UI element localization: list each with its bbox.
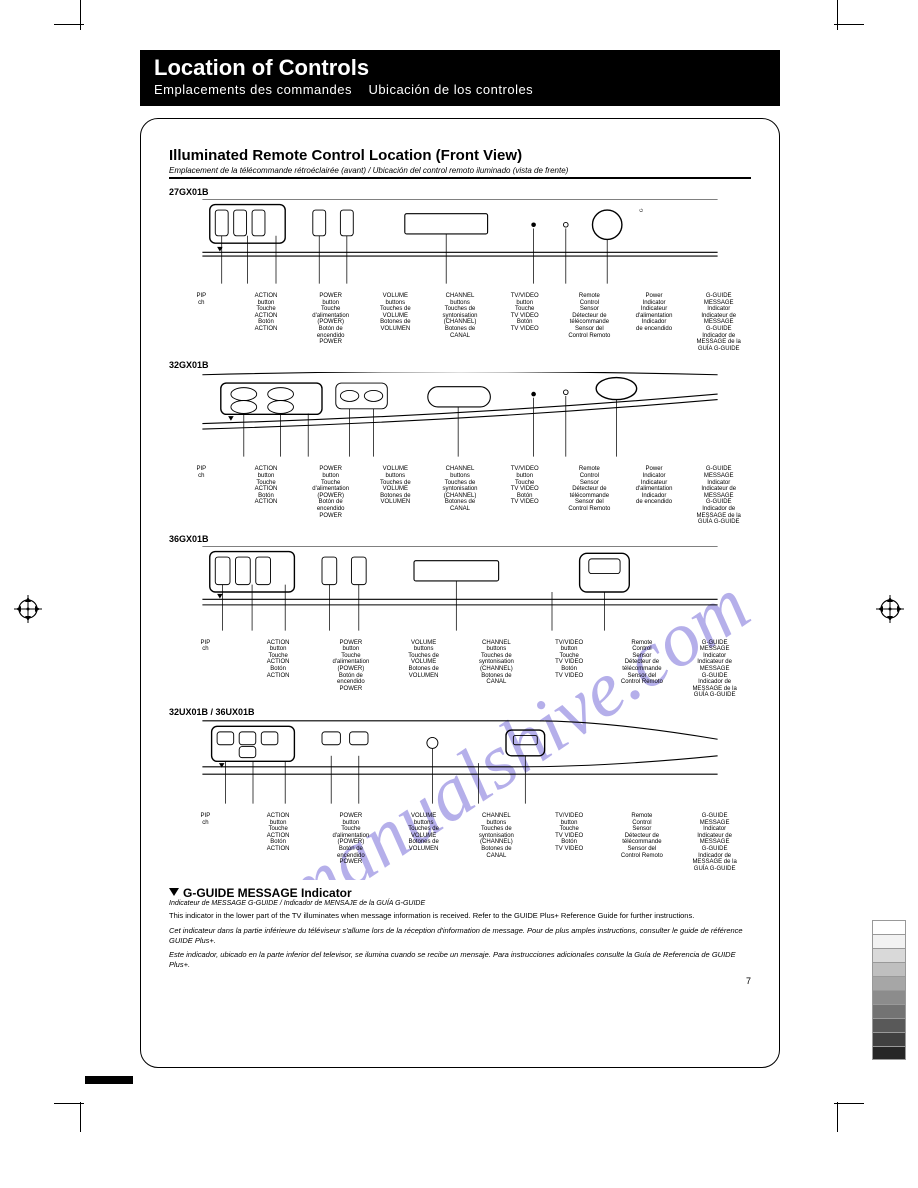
label-powerind: PowerIndicatorIndicateurd'alimentationIn… — [622, 293, 687, 352]
model-d-label: 32UX01B / 36UX01B — [169, 707, 751, 717]
label-pip: PIPch — [169, 293, 234, 352]
gguide-p3: Este indicador, ubicado en la parte infe… — [169, 950, 751, 970]
model-b-label: 32GX01B — [169, 360, 751, 370]
grayscale-swatch-strip — [872, 920, 906, 1060]
labels-row-c: PIPch ACTIONbuttonToucheACTIONBotónACTIO… — [169, 640, 751, 699]
triangle-icon — [169, 888, 179, 896]
crop-mark — [834, 1103, 864, 1104]
svg-text:⏻: ⏻ — [639, 208, 643, 213]
gguide-p1: This indicator in the lower part of the … — [169, 911, 751, 921]
panel-diagram-c — [169, 546, 751, 638]
label-channel: CHANNELbuttonsTouches desyntonisation(CH… — [428, 293, 493, 352]
crop-mark — [837, 0, 838, 30]
header-subtitle: Emplacements des commandes Ubicación de … — [154, 82, 766, 97]
gguide-section: G-GUIDE MESSAGE Indicator Indicateur de … — [169, 886, 751, 970]
page-number: 7 — [169, 976, 751, 986]
crop-mark — [837, 1102, 838, 1132]
page-header: Location of Controls Emplacements des co… — [140, 50, 780, 106]
gguide-title: G-GUIDE MESSAGE Indicator — [183, 886, 352, 900]
print-bar — [85, 1076, 133, 1084]
panel-diagram-b — [169, 372, 751, 464]
crop-mark — [834, 24, 864, 25]
label-gguide: G-GUIDEMESSAGEIndicatorIndicateur deMESS… — [686, 293, 751, 352]
panel-diagram-d — [169, 719, 751, 811]
model-a-label: 27GX01B — [169, 187, 751, 197]
divider — [169, 177, 751, 179]
content-card: Illuminated Remote Control Location (Fro… — [140, 118, 780, 1068]
label-remote: RemoteControlSensorDétecteur detélécomma… — [557, 293, 622, 352]
registration-mark — [876, 595, 904, 623]
header-title: Location of Controls — [154, 56, 766, 80]
labels-row-a: PIPch ACTIONbuttonToucheACTIONBotónACTIO… — [169, 293, 751, 352]
model-c-label: 36GX01B — [169, 534, 751, 544]
crop-mark — [80, 1102, 81, 1132]
crop-mark — [80, 0, 81, 30]
registration-mark — [14, 595, 42, 623]
label-power: POWERbuttonTouched'alimentation(POWER)Bo… — [298, 293, 363, 352]
panel-diagram-a: ⏻ — [169, 199, 751, 291]
labels-row-b: PIPch ACTIONbuttonToucheACTIONBotónACTIO… — [169, 466, 751, 525]
labels-row-d: PIPch ACTIONbuttonToucheACTIONBotónACTIO… — [169, 813, 751, 872]
gguide-p2: Cet indicateur dans la partie inférieure… — [169, 926, 751, 946]
gguide-subtitle: Indicateur de MESSAGE G-GUIDE / Indicado… — [169, 900, 751, 907]
label-tvvideo: TV/VIDEObuttonToucheTV VIDEOBotónTV VIDE… — [492, 293, 557, 352]
section-title: Illuminated Remote Control Location (Fro… — [169, 147, 751, 164]
label-volume: VOLUMEbuttonsTouches deVOLUMEBotones deV… — [363, 293, 428, 352]
section-subtitle: Emplacement de la télécommande rétroécla… — [169, 166, 751, 175]
label-action: ACTIONbuttonToucheACTIONBotónACTION — [234, 293, 299, 352]
